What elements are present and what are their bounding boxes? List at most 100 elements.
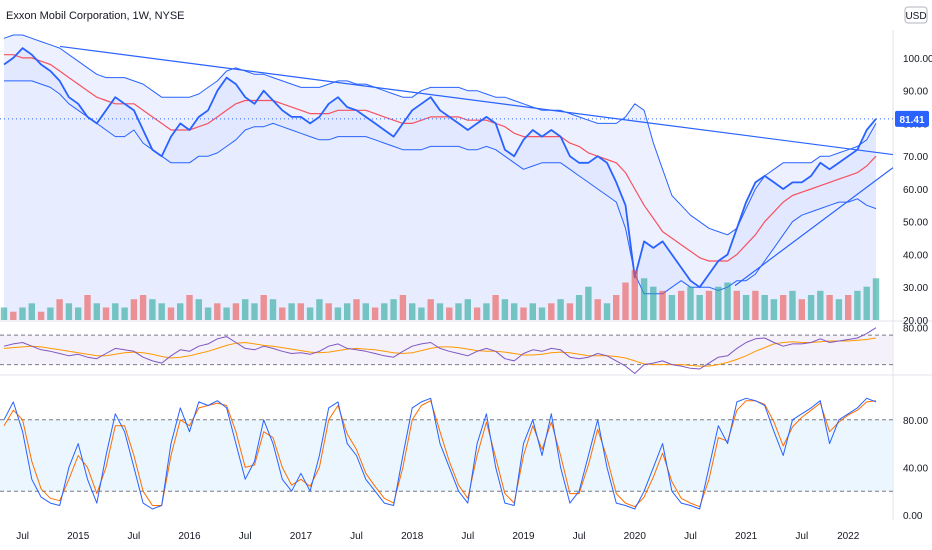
bollinger-band-fill: [4, 35, 876, 294]
volume-bar: [631, 270, 638, 320]
time-tick-label: Jul: [16, 531, 29, 542]
stochastic-tick-label: 40.00: [903, 463, 928, 474]
volume-bar: [854, 290, 861, 320]
stochastic-k-line: [3, 397, 877, 510]
volume-bar: [409, 303, 416, 320]
volume-bar: [75, 307, 82, 320]
volume-bar: [603, 303, 611, 320]
price-scale[interactable]: 100.00 90.00 80.00 70.00 60.00 50.00 40.00 30.0…: [895, 54, 932, 522]
price-panel: [0, 34, 894, 320]
time-tick-label: 2019: [512, 531, 535, 542]
volume-bar: [696, 295, 703, 320]
volume-bar: [613, 295, 620, 320]
volume-bar: [186, 295, 193, 320]
time-tick-label: Jul: [573, 531, 586, 542]
volume-bar: [742, 295, 750, 320]
volume-bar: [826, 295, 833, 320]
volume-bar: [807, 295, 815, 320]
volume-bar: [251, 303, 258, 320]
volume-bar: [297, 303, 304, 320]
volume-bar: [232, 303, 240, 320]
time-tick-label: 2015: [67, 531, 90, 542]
volume-bar: [158, 303, 165, 320]
bollinger-upper-line: [3, 34, 877, 236]
volume-bar: [566, 303, 574, 320]
volume-bar: [28, 303, 35, 320]
volume-bar: [863, 286, 870, 320]
volume-bar: [242, 299, 249, 320]
volume-bar: [548, 303, 555, 320]
chart-title: Exxon Mobil Corporation, 1W, NYSE: [6, 10, 185, 22]
volume-bar: [325, 303, 332, 320]
volume-bar: [845, 295, 852, 320]
volume-bar: [0, 307, 8, 320]
time-tick-label: 2016: [178, 531, 201, 542]
volume-bar: [362, 303, 369, 320]
volume-bar: [464, 299, 471, 320]
volume-bar: [446, 307, 453, 320]
moving-average-line: [4, 54, 877, 262]
rsi-tick-label: 80.00: [903, 324, 928, 335]
currency-label: USD: [905, 11, 926, 22]
time-scale[interactable]: Jul 2015 Jul 2016 Jul 2017 Jul 2018 Jul 2019 Jul 20…: [16, 531, 860, 542]
volume-bar: [37, 311, 45, 320]
volume-bar: [427, 299, 434, 320]
time-tick-label: 2018: [401, 531, 424, 542]
trendline-resistance[interactable]: [59, 45, 894, 156]
volume-bar: [223, 307, 230, 320]
volume-bar: [288, 303, 295, 320]
volume-bar: [195, 299, 202, 320]
volume-bar: [659, 290, 666, 320]
stochastic-tick-label: 0.00: [903, 511, 923, 522]
volume-bar: [557, 299, 564, 320]
time-tick-label: Jul: [239, 531, 252, 542]
volume-bar: [84, 295, 91, 320]
volume-bar: [798, 299, 805, 320]
time-tick-label: Jul: [684, 531, 697, 542]
volume-bar: [56, 299, 63, 320]
volume-bar: [520, 307, 527, 320]
volume-bar: [390, 299, 397, 320]
volume-bar: [139, 295, 147, 320]
volume-bar: [538, 307, 546, 320]
volume-bar: [316, 299, 323, 320]
volume-bar: [724, 282, 731, 320]
volume-bar: [455, 303, 462, 320]
time-tick-label: 2022: [837, 531, 860, 542]
rsi-line: [3, 327, 877, 374]
currency-badge[interactable]: USD: [904, 6, 928, 24]
volume-bar: [483, 303, 490, 320]
price-tick-label: 40.00: [903, 251, 928, 262]
volume-panel: [0, 270, 880, 320]
volume-bar: [752, 290, 759, 320]
volume-bar: [511, 303, 518, 320]
volume-bar: [640, 278, 648, 320]
volume-bar: [130, 299, 138, 320]
price-tick-label: 90.00: [903, 87, 928, 98]
volume-bar: [473, 307, 481, 320]
price-tick-label: 100.00: [903, 54, 932, 65]
time-tick-label: 2020: [624, 531, 647, 542]
last-price-badge: [895, 110, 929, 127]
volume-bar: [529, 303, 536, 320]
volume-bar: [279, 307, 286, 320]
volume-bar: [353, 299, 360, 320]
volume-bar: [260, 295, 267, 320]
volume-bar: [715, 286, 722, 320]
volume-bar: [167, 307, 175, 320]
volume-bar: [780, 295, 787, 320]
price-tick-label: 50.00: [903, 218, 928, 229]
volume-bar: [10, 311, 17, 320]
volume-bar: [19, 307, 26, 320]
time-tick-label: 2017: [290, 531, 313, 542]
volume-bar: [102, 307, 110, 320]
volume-bar: [214, 303, 221, 320]
volume-bar: [334, 307, 342, 320]
volume-bar: [112, 303, 119, 320]
volume-bar: [835, 299, 843, 320]
volume-bar: [381, 303, 388, 320]
volume-bar: [204, 307, 212, 320]
trendline-support[interactable]: [734, 167, 894, 287]
volume-bar: [761, 295, 768, 320]
